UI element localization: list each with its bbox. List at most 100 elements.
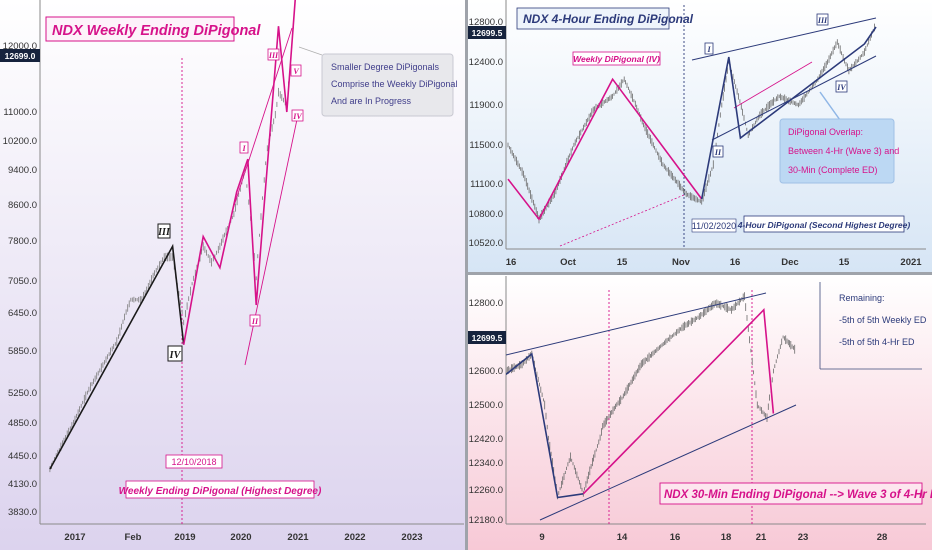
wave-label-box	[157, 223, 171, 239]
x-tick-label: 2023	[401, 532, 422, 543]
wave-label-4h-i: I	[706, 45, 711, 54]
x-tick-label: 18	[721, 532, 732, 543]
four-hour-inner-trendline	[733, 61, 813, 109]
y-tick-label: 7800.0	[8, 236, 37, 247]
wave-label-weekly-iii-small: III	[268, 51, 279, 60]
y-tick-label: 12260.0	[469, 485, 503, 496]
weekly-wave-line-black	[49, 243, 185, 470]
wave-label-4h-iv: IV	[836, 83, 846, 92]
y-tick-label: 6450.0	[8, 308, 37, 319]
wave-label-box	[816, 13, 829, 26]
wave-label-box	[267, 48, 280, 61]
weekly-date-marker: 12/10/2018	[171, 457, 216, 467]
four-hour-annotation-line-1: DiPigonal Overlap:	[788, 127, 863, 137]
wave-label-box	[712, 145, 724, 158]
four-hour-subtitle-box	[743, 215, 905, 233]
four-hour-subtitle: 4-Hour DiPigonal (Second Highest Degree)	[737, 220, 911, 230]
y-tick-label: 11000.0	[3, 107, 37, 118]
x-tick-label: 16	[670, 532, 681, 543]
thirty-min-last-price-pill	[468, 331, 506, 344]
four-hour-annotation-pointer	[819, 91, 841, 121]
wave-label-box	[239, 141, 249, 154]
x-tick-label: 2019	[174, 532, 195, 543]
x-tick-label: 23	[798, 532, 809, 543]
weekly-annotation-pointer	[298, 46, 323, 56]
remaining-title: Remaining:	[839, 293, 885, 303]
thirty-min-wave-line-magenta	[582, 308, 775, 495]
wave-label-box	[835, 80, 848, 93]
wave-label-weekly-iv: IV	[168, 350, 181, 361]
y-tick-label: 3830.0	[8, 507, 37, 518]
weekly-last-price-pill	[0, 49, 40, 62]
thirty-min-title-box	[659, 482, 923, 505]
weekly-title-box	[45, 16, 235, 42]
wave-label-weekly-iii: III	[157, 227, 171, 238]
thirty-min-upper-trendline	[506, 292, 767, 356]
y-tick-label: 7050.0	[8, 276, 37, 287]
x-tick-label: Feb	[125, 532, 142, 543]
x-tick-label: 16	[730, 257, 741, 268]
y-tick-label: 11900.0	[469, 100, 503, 111]
y-tick-label: 12600.0	[469, 366, 503, 377]
y-tick-label: 12800.0	[469, 298, 503, 309]
four-hour-weekly-iv-label: Weekly DiPigonal (IV)	[573, 54, 660, 64]
x-tick-label: Dec	[781, 257, 798, 268]
weekly-wave-line-magenta	[182, 0, 296, 345]
y-tick-label: 4850.0	[8, 418, 37, 429]
thirty-min-lower-trendline	[539, 404, 797, 521]
y-tick-label: 12400.0	[469, 57, 503, 68]
wave-label-4h-ii: II	[714, 148, 722, 157]
x-tick-label: 16	[506, 257, 517, 268]
y-tick-label: 5850.0	[8, 346, 37, 357]
wave-label-weekly-v: V	[293, 67, 299, 76]
y-tick-label: 10200.0	[3, 136, 37, 147]
weekly-title: NDX Weekly Ending DiPigonal	[52, 23, 261, 39]
thirty-min-price-bars	[506, 292, 796, 500]
four-hour-annotation-box	[779, 118, 895, 184]
thirty-min-last-price: 12699.5	[472, 333, 503, 343]
y-tick-label: 12180.0	[469, 515, 503, 526]
y-tick-label: 11500.0	[469, 140, 503, 151]
thirty-min-y-axis: 12800.0 12600.0 12500.0 12420.0 12340.0 12260…	[469, 298, 503, 526]
x-tick-label: 2021	[900, 257, 922, 268]
weekly-annotation-line-2: Comprise the Weekly DiPigonal	[331, 79, 457, 89]
wave-label-box	[291, 109, 304, 122]
weekly-x-axis: 2017 Feb 2019 2020 2021 2022 2023	[64, 532, 422, 543]
y-tick-label: 4130.0	[8, 479, 37, 490]
thirty-min-title: NDX 30-Min Ending DiPigonal --> Wave 3 o…	[664, 489, 932, 501]
wave-label-box	[249, 314, 261, 327]
four-hour-title: NDX 4-Hour Ending DiPigonal	[523, 12, 694, 26]
wave-label-box	[290, 64, 302, 77]
thirty-min-x-axis: 9 14 16 18 21 23 28	[539, 532, 887, 543]
weekly-annotation-line-1: Smaller Degree DiPigonals	[331, 62, 440, 72]
four-hour-date-marker: 11/02/2020	[692, 221, 736, 231]
four-hour-panel: 12800.0 12400.0 11900.0 11500.0 11100.0 10800…	[468, 0, 932, 272]
y-tick-label: 12500.0	[469, 400, 503, 411]
four-hour-annotation-line-2: Between 4-Hr (Wave 3) and	[788, 146, 899, 156]
x-tick-label: 28	[877, 532, 888, 543]
remaining-item-2: -5th of 5th 4-Hr ED	[839, 337, 915, 347]
four-hour-last-price: 12699.5	[472, 28, 503, 38]
wave-label-weekly-i: I	[241, 144, 246, 153]
y-tick-label: 12800.0	[469, 17, 503, 28]
wave-label-4h-iii: III	[817, 16, 828, 25]
four-hour-wave-line-magenta	[507, 77, 703, 221]
weekly-subtitle-box	[125, 480, 315, 499]
four-hour-x-axis: 16 Oct 15 Nov 16 Dec 15 2021	[506, 257, 923, 268]
weekly-annotation-box	[321, 53, 454, 117]
four-hour-y-axis: 12800.0 12400.0 11900.0 11500.0 11100.0 10800…	[469, 17, 503, 249]
thirty-min-panel: 12800.0 12600.0 12500.0 12420.0 12340.0 12260…	[468, 275, 932, 550]
x-tick-label: 2020	[230, 532, 251, 543]
x-tick-label: 14	[617, 532, 628, 543]
y-tick-label: 12000.0	[3, 41, 37, 52]
weekly-date-marker-box	[165, 454, 223, 469]
x-tick-label: 2022	[344, 532, 365, 543]
y-tick-label: 10520.0	[469, 238, 503, 249]
four-hour-annotation-line-3: 30-Min (Complete ED)	[788, 165, 878, 175]
y-tick-label: 11100.0	[470, 179, 503, 190]
four-hour-upper-trendline	[691, 17, 877, 61]
weekly-y-axis: 12000.0 11000.0 10200.0 9400.0 8600.0 7800.0 7…	[3, 41, 37, 518]
x-tick-label: 9	[539, 532, 544, 543]
